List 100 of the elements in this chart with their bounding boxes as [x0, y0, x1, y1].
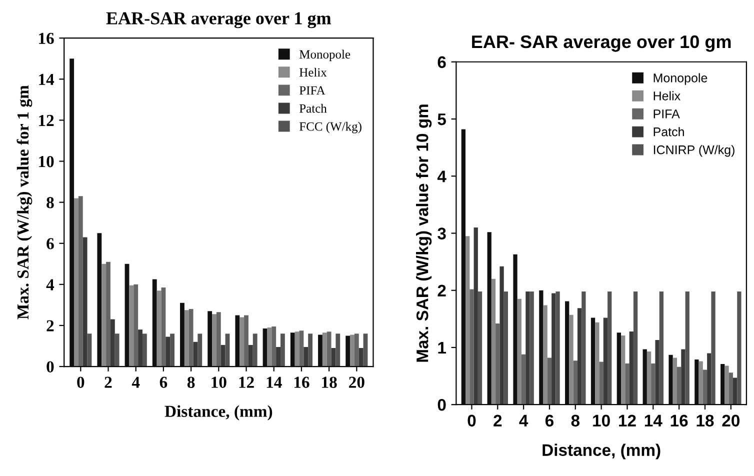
bar: [474, 228, 478, 405]
y-axis-title: Max. SAR (W/kg) value for 10 gm: [416, 104, 432, 362]
bar: [318, 334, 322, 367]
y-tick-label: 10: [39, 156, 54, 168]
legend-label: Helix: [654, 91, 680, 100]
bar: [724, 366, 729, 405]
bar: [513, 254, 518, 405]
bar: [308, 334, 313, 367]
bar: [346, 336, 350, 367]
x-tick-label: 10: [212, 376, 226, 388]
bar: [737, 292, 742, 405]
bar: [184, 310, 189, 367]
bar: [170, 334, 174, 367]
bar: [491, 278, 496, 405]
bar: [642, 349, 647, 405]
legend-label: PIFA: [654, 110, 680, 118]
bar: [539, 290, 544, 405]
bar: [290, 332, 295, 367]
bar: [603, 318, 608, 405]
bar: [129, 285, 134, 367]
x-tick-label: 4: [519, 414, 528, 426]
bar: [633, 292, 638, 405]
bar: [496, 323, 500, 405]
x-tick-label: 18: [696, 414, 714, 427]
legend-label: Monopole: [654, 73, 708, 85]
bar: [621, 335, 626, 405]
bar: [225, 334, 230, 367]
bar: [180, 302, 184, 367]
bar: [461, 129, 466, 405]
bar: [698, 361, 703, 405]
bar: [616, 332, 622, 405]
y-tick-label: 6: [46, 238, 54, 250]
bar: [526, 292, 530, 405]
y-tick-label: 2: [46, 320, 54, 332]
x-tick-label: 10: [593, 414, 610, 427]
x-tick-label: 18: [322, 376, 337, 388]
x-tick-label: 14: [266, 376, 282, 388]
bar: [732, 378, 738, 405]
y-tick-label: 4: [46, 279, 54, 290]
bar: [565, 301, 570, 405]
chart-title: EAR- SAR average over 10 gm: [472, 35, 731, 52]
y-tick-label: 2: [438, 284, 446, 296]
bar: [470, 289, 474, 405]
bar: [110, 319, 115, 367]
x-tick-label: 8: [571, 414, 580, 427]
bar: [161, 287, 166, 367]
x-tick-label: 16: [670, 414, 688, 427]
bar: [625, 363, 630, 405]
y-tick-label: 3: [438, 228, 446, 240]
bar: [97, 233, 102, 367]
y-tick-label: 5: [438, 114, 446, 126]
x-axis-title: Distance, (mm): [542, 444, 660, 460]
legend-label: PIFA: [299, 86, 326, 95]
bar: [504, 292, 508, 405]
bar: [552, 293, 556, 405]
bar: [188, 309, 194, 367]
bar: [556, 292, 560, 405]
bar: [595, 322, 600, 405]
bar: [134, 284, 138, 367]
bar: [629, 331, 634, 405]
bar: [216, 312, 221, 367]
bar: [358, 348, 364, 367]
legend-label: Helix: [299, 68, 327, 77]
bar: [487, 232, 492, 405]
legend-label: Patch: [654, 127, 684, 136]
x-tick-label: 20: [349, 376, 364, 388]
bar: [106, 262, 110, 367]
legend-label: ICNIRP (W/kg): [654, 145, 734, 157]
bar: [336, 334, 340, 367]
chart-title: EAR-SAR average over 1 gm: [106, 12, 332, 28]
bar: [240, 317, 244, 367]
legend-label: Patch: [299, 104, 327, 113]
x-axis-title: Distance, (mm): [164, 405, 272, 420]
bar: [304, 347, 308, 367]
bar: [272, 326, 276, 367]
x-tick-label: 6: [545, 414, 554, 427]
bar: [711, 292, 716, 405]
x-tick-label: 0: [468, 414, 476, 427]
bar: [124, 264, 130, 367]
x-tick-label: 8: [187, 376, 195, 388]
legend-label: Monopole: [299, 50, 350, 62]
bar: [651, 363, 656, 405]
y-tick-label: 12: [39, 114, 54, 126]
x-tick-label: 20: [722, 414, 740, 427]
y-axis-title: Max. SAR (W/kg) value for 1 gm: [16, 85, 32, 320]
bar: [208, 311, 212, 367]
bar: [577, 308, 582, 405]
y-tick-label: 6: [438, 56, 446, 68]
bar: [87, 334, 92, 367]
bar: [294, 332, 300, 367]
bar: [198, 334, 202, 367]
bar: [220, 344, 226, 367]
x-tick-label: 2: [494, 414, 502, 426]
bar: [276, 347, 280, 367]
bar: [466, 236, 470, 405]
bar: [659, 292, 664, 405]
bar: [102, 264, 106, 367]
bar: [156, 290, 162, 367]
x-tick-label: 6: [160, 376, 168, 388]
bar: [70, 58, 74, 367]
